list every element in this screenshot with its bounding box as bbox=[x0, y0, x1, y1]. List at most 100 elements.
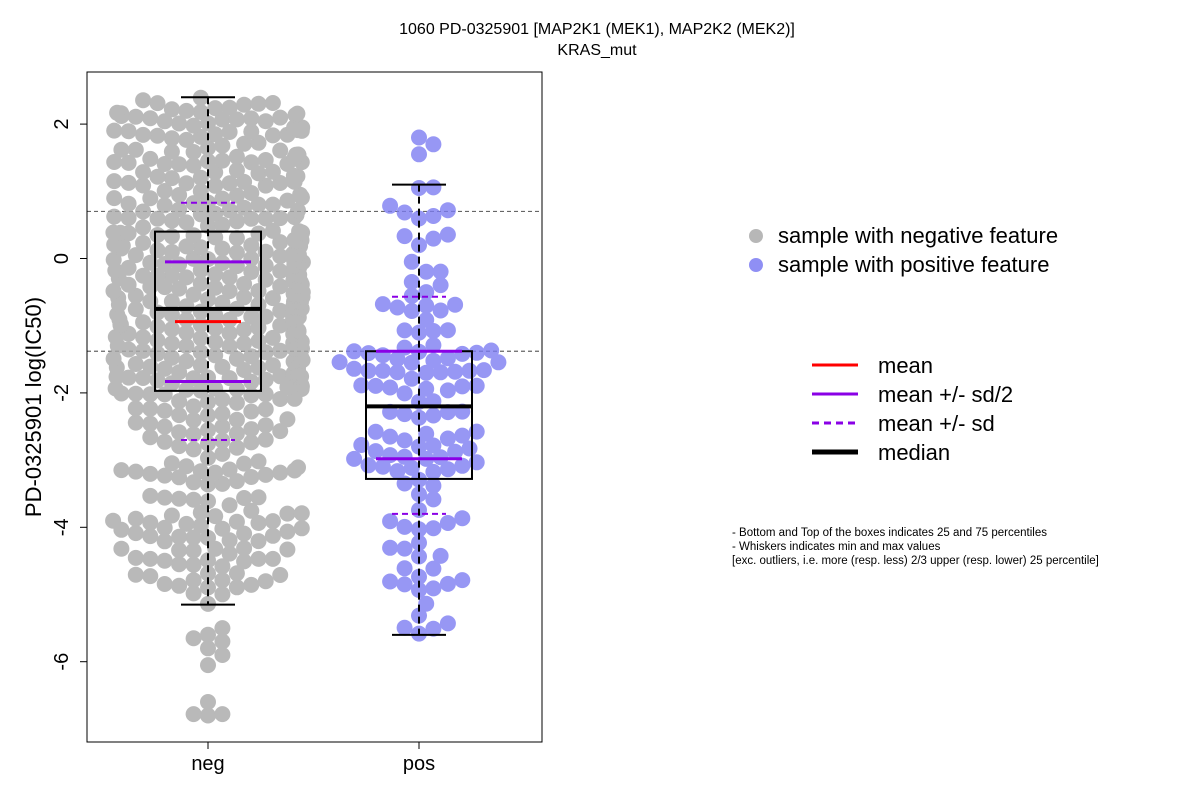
data-point bbox=[396, 385, 413, 402]
x-tick-label-neg: neg bbox=[191, 753, 224, 775]
data-point bbox=[425, 230, 442, 247]
legend-points: sample with negative feature sample with … bbox=[749, 223, 1058, 277]
data-point bbox=[127, 463, 144, 480]
data-point bbox=[192, 344, 209, 361]
data-point bbox=[236, 173, 253, 190]
data-point bbox=[178, 311, 195, 328]
data-point bbox=[411, 438, 427, 455]
data-point bbox=[221, 461, 238, 478]
data-point bbox=[185, 491, 202, 508]
data-point bbox=[432, 302, 449, 319]
data-point bbox=[135, 92, 152, 109]
data-point bbox=[200, 626, 216, 643]
data-point bbox=[135, 329, 152, 346]
data-point bbox=[135, 342, 152, 359]
data-point bbox=[382, 428, 399, 445]
data-point bbox=[178, 175, 195, 192]
data-point bbox=[192, 463, 209, 480]
data-point bbox=[221, 497, 238, 514]
data-point bbox=[200, 565, 216, 582]
note-line: [exc. outliers, i.e. more (resp. less) 2… bbox=[732, 555, 1099, 567]
data-point bbox=[396, 448, 413, 465]
data-point bbox=[483, 342, 500, 359]
data-point bbox=[149, 267, 166, 284]
x-axis: neg pos bbox=[191, 741, 435, 775]
notes: - Bottom and Top of the boxes indicates … bbox=[732, 527, 1099, 567]
data-point bbox=[192, 169, 209, 186]
data-point bbox=[250, 333, 267, 349]
data-point bbox=[178, 338, 195, 354]
data-point bbox=[228, 148, 245, 165]
data-point bbox=[228, 579, 245, 596]
y-axis-label: PD-0325901 log(IC50) bbox=[21, 297, 46, 517]
data-point bbox=[292, 186, 309, 203]
data-point bbox=[236, 276, 253, 292]
data-point bbox=[163, 243, 180, 260]
data-point bbox=[142, 528, 159, 545]
data-point bbox=[250, 95, 267, 112]
data-point bbox=[272, 142, 289, 159]
data-point bbox=[236, 490, 253, 506]
data-point bbox=[264, 329, 281, 346]
data-point bbox=[192, 357, 209, 374]
note-line: - Bottom and Top of the boxes indicates … bbox=[732, 527, 1047, 539]
data-point bbox=[360, 457, 377, 474]
y-tick-label: -4 bbox=[51, 518, 73, 536]
data-point bbox=[439, 461, 456, 478]
data-point bbox=[264, 95, 281, 111]
data-point bbox=[346, 360, 363, 377]
data-point bbox=[178, 381, 195, 398]
data-point bbox=[127, 247, 144, 264]
data-point bbox=[272, 263, 289, 280]
data-point bbox=[163, 101, 180, 118]
data-point bbox=[425, 580, 442, 597]
data-point bbox=[135, 164, 152, 181]
data-point bbox=[439, 382, 456, 399]
data-point bbox=[257, 113, 274, 130]
data-point bbox=[171, 187, 188, 203]
data-point bbox=[236, 96, 253, 113]
data-point bbox=[127, 414, 144, 431]
data-point bbox=[257, 401, 274, 418]
data-point bbox=[411, 568, 427, 585]
data-point bbox=[200, 529, 216, 546]
data-point bbox=[411, 486, 427, 503]
data-point bbox=[163, 130, 180, 147]
data-point bbox=[293, 505, 310, 522]
data-point bbox=[156, 156, 173, 172]
data-point bbox=[178, 515, 195, 532]
data-point bbox=[250, 225, 267, 242]
data-point bbox=[396, 204, 413, 221]
data-point bbox=[200, 694, 216, 710]
data-point bbox=[185, 426, 202, 443]
data-point bbox=[425, 491, 442, 508]
data-point bbox=[214, 572, 231, 589]
data-point bbox=[228, 425, 245, 442]
data-point bbox=[214, 586, 231, 603]
data-point bbox=[389, 351, 406, 367]
data-point bbox=[185, 706, 202, 723]
data-point bbox=[113, 540, 130, 557]
data-point bbox=[171, 542, 188, 559]
data-point bbox=[207, 100, 224, 117]
data-point bbox=[127, 510, 144, 527]
data-point bbox=[221, 545, 238, 562]
data-point bbox=[360, 345, 377, 362]
data-point bbox=[272, 109, 289, 126]
data-point bbox=[367, 443, 384, 460]
data-point bbox=[221, 325, 238, 342]
data-point bbox=[250, 533, 267, 550]
data-point bbox=[411, 146, 427, 163]
data-point bbox=[149, 127, 166, 144]
data-point bbox=[142, 150, 159, 167]
data-point bbox=[243, 264, 260, 280]
y-tick-label: -6 bbox=[51, 653, 73, 671]
data-point bbox=[367, 377, 384, 394]
data-point bbox=[105, 251, 122, 268]
data-point bbox=[396, 432, 413, 449]
data-point bbox=[192, 183, 209, 200]
data-point bbox=[142, 400, 159, 417]
data-point bbox=[418, 425, 435, 442]
data-point bbox=[192, 104, 209, 120]
data-point bbox=[105, 283, 122, 299]
